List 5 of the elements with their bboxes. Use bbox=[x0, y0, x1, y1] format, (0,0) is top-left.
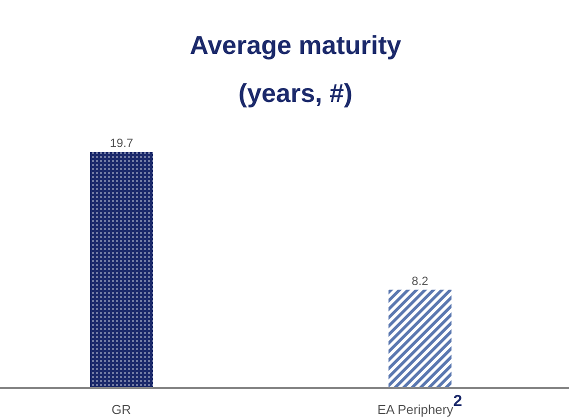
chart-title: Average maturity bbox=[188, 29, 402, 62]
data-label: 8.2 bbox=[412, 274, 429, 288]
data-label: 19.7 bbox=[110, 136, 134, 150]
chart-subtitle: (years, #) bbox=[237, 77, 354, 110]
x-tick-label: GR bbox=[112, 402, 131, 417]
